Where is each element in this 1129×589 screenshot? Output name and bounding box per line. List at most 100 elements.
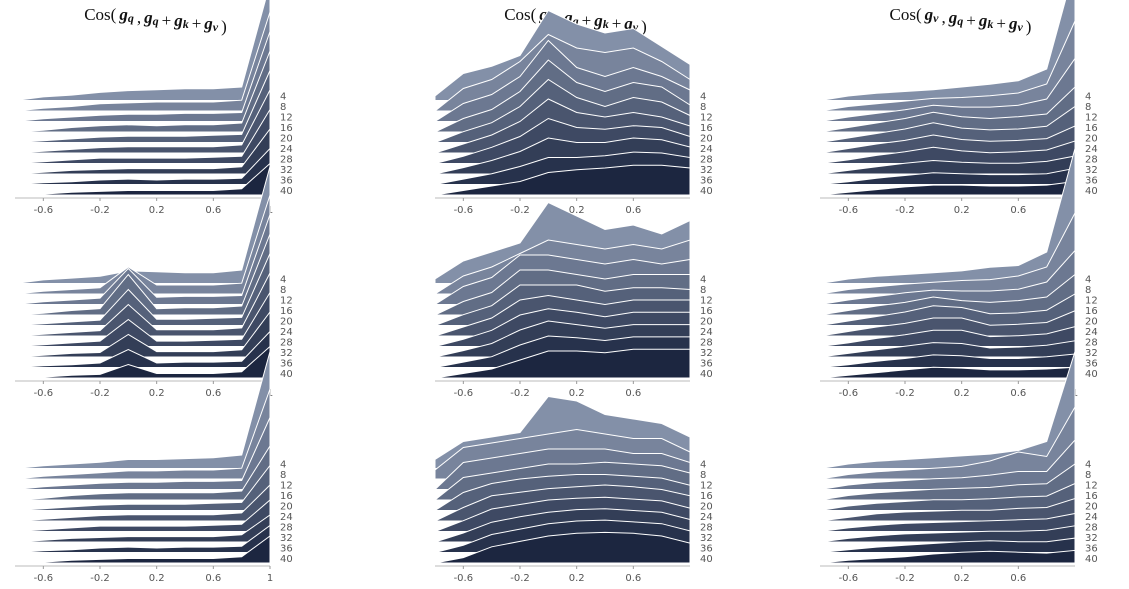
y-tick-label: 16 <box>1085 123 1098 134</box>
ridge <box>15 149 270 185</box>
y-tick-label: 28 <box>1085 523 1098 534</box>
panel-title: Cos(gq,gq+gk+gv) <box>84 5 227 36</box>
y-tick-label: 8 <box>1085 470 1091 481</box>
ridge <box>15 0 270 101</box>
y-tick-label: 8 <box>1085 102 1091 113</box>
x-tick-label: -0.6 <box>839 205 859 216</box>
title-subscript: q <box>128 11 134 25</box>
title-text: , <box>942 8 946 27</box>
y-tick-label: 16 <box>700 123 713 134</box>
y-tick-label: 4 <box>1085 92 1091 103</box>
y-tick-label: 28 <box>700 155 713 166</box>
y-tick-label: 24 <box>700 512 713 523</box>
y-tick-label: 8 <box>280 470 286 481</box>
x-tick-label: 0.6 <box>1010 205 1026 216</box>
x-tick-label: -0.6 <box>34 388 54 399</box>
title-symbol: g <box>1008 14 1018 33</box>
y-tick-label: 12 <box>1085 113 1098 124</box>
y-tick-label: 24 <box>280 327 293 338</box>
title-text: Cos( <box>504 5 536 24</box>
y-tick-label: 12 <box>700 113 713 124</box>
title-subscript: k <box>603 17 609 31</box>
y-tick-label: 40 <box>1085 186 1098 197</box>
title-text: + <box>966 11 976 30</box>
x-tick-label: 0.2 <box>569 388 585 399</box>
y-tick-label: 28 <box>1085 155 1098 166</box>
y-tick-label: 12 <box>1085 296 1098 307</box>
title-symbol: g <box>978 11 988 30</box>
y-tick-label: 12 <box>280 113 293 124</box>
y-tick-label: 36 <box>280 544 293 555</box>
y-tick-label: 36 <box>700 176 713 187</box>
y-tick-label: 24 <box>280 144 293 155</box>
y-tick-label: 4 <box>280 275 286 286</box>
title-text: Cos( <box>84 5 116 24</box>
x-tick-label: -0.2 <box>510 205 530 216</box>
title-text: , <box>137 8 141 27</box>
y-tick-label: 40 <box>700 186 713 197</box>
title-subscript: v <box>1017 20 1023 34</box>
x-tick-label: -0.6 <box>34 573 54 584</box>
y-tick-label: 32 <box>280 348 293 359</box>
x-tick-label: -0.2 <box>895 205 915 216</box>
y-tick-label: 36 <box>1085 544 1098 555</box>
y-tick-label: 32 <box>280 165 293 176</box>
x-tick-label: 0.6 <box>625 573 641 584</box>
y-tick-label: 28 <box>1085 338 1098 349</box>
title-symbol: g <box>593 11 603 30</box>
x-tick-label: -0.2 <box>510 388 530 399</box>
y-tick-label: 24 <box>700 144 713 155</box>
title-text: + <box>996 14 1006 33</box>
title-subscript: k <box>987 17 993 31</box>
title-symbol: g <box>948 8 958 27</box>
x-tick-label: 0.6 <box>205 573 221 584</box>
y-tick-label: 20 <box>700 134 713 145</box>
y-tick-label: 36 <box>280 359 293 370</box>
ridge <box>820 0 1075 101</box>
y-tick-label: 32 <box>700 165 713 176</box>
y-tick-label: 20 <box>700 317 713 328</box>
x-tick-label: 0.6 <box>205 388 221 399</box>
title-symbol: g <box>173 11 183 30</box>
x-tick-label: -0.2 <box>895 573 915 584</box>
y-tick-label: 16 <box>280 491 293 502</box>
x-tick-label: -0.6 <box>34 205 54 216</box>
x-tick-label: -0.6 <box>839 573 859 584</box>
y-tick-label: 20 <box>1085 317 1098 328</box>
y-tick-label: 28 <box>280 523 293 534</box>
ridge <box>820 367 1075 378</box>
title-text: ) <box>1026 17 1032 36</box>
title-text: Cos( <box>890 5 922 24</box>
x-tick-label: 0.2 <box>954 205 970 216</box>
x-tick-label: -0.6 <box>454 573 474 584</box>
title-text: + <box>192 14 202 33</box>
x-tick-label: 0.6 <box>1010 573 1026 584</box>
y-tick-label: 40 <box>700 554 713 565</box>
x-tick-label: 0.2 <box>149 205 165 216</box>
x-tick-label: 0.2 <box>954 388 970 399</box>
y-tick-label: 4 <box>280 92 286 103</box>
y-tick-label: 8 <box>280 102 286 113</box>
y-tick-label: 40 <box>280 554 293 565</box>
y-tick-label: 4 <box>1085 460 1091 471</box>
y-tick-label: 32 <box>280 533 293 544</box>
y-tick-label: 40 <box>700 369 713 380</box>
title-subscript: v <box>213 20 219 34</box>
y-tick-label: 32 <box>700 533 713 544</box>
x-tick-label: 0.6 <box>625 388 641 399</box>
y-tick-label: 16 <box>1085 491 1098 502</box>
y-tick-label: 32 <box>1085 533 1098 544</box>
y-tick-label: 12 <box>700 481 713 492</box>
x-tick-label: 0.6 <box>1010 388 1026 399</box>
y-tick-label: 32 <box>700 348 713 359</box>
x-tick-label: -0.2 <box>90 573 110 584</box>
x-tick-label: -0.6 <box>454 388 474 399</box>
x-tick-label: 0.2 <box>954 573 970 584</box>
y-tick-label: 40 <box>1085 554 1098 565</box>
y-tick-label: 4 <box>700 275 706 286</box>
y-tick-label: 20 <box>1085 502 1098 513</box>
y-tick-label: 36 <box>280 176 293 187</box>
x-tick-label: -0.2 <box>895 388 915 399</box>
figure: Cos(gq,gq+gk+gv)481216202428323640-0.6-0… <box>0 0 1129 589</box>
y-tick-label: 12 <box>280 481 293 492</box>
